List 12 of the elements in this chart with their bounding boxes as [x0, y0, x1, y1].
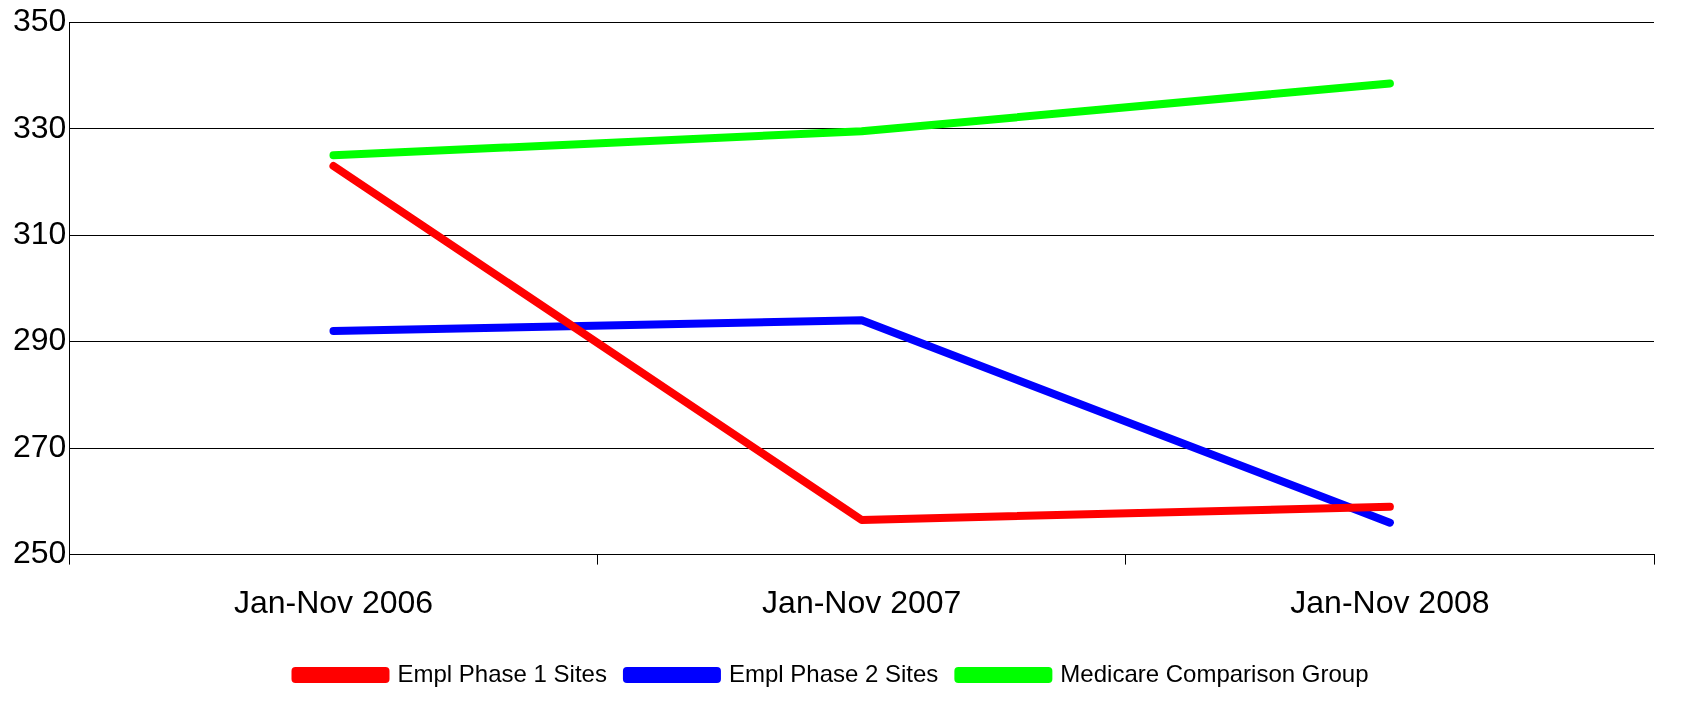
- y-tick-label: 310: [13, 214, 67, 251]
- y-tick-label: 290: [13, 321, 67, 358]
- x-tick-label: Jan-Nov 2006: [233, 583, 434, 620]
- legend-label: Empl Phase 1 Sites: [397, 659, 607, 687]
- y-tick-label: 270: [13, 427, 67, 464]
- x-tick-label: Jan-Nov 2007: [762, 583, 962, 620]
- y-tick-label: 330: [13, 108, 67, 145]
- y-tick-label: 350: [13, 2, 67, 39]
- x-tick-label: Jan-Nov 2008: [1290, 583, 1490, 620]
- y-tick-label: 250: [13, 534, 67, 571]
- legend-label: Medicare Comparison Group: [1060, 659, 1369, 687]
- legend-label: Empl Phase 2 Sites: [728, 659, 939, 687]
